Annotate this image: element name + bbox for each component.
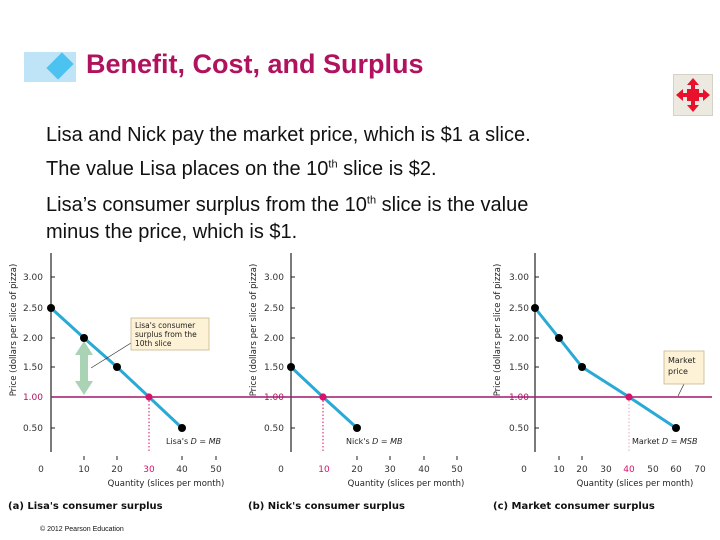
svg-text:30: 30 — [600, 465, 612, 475]
svg-text:Market: Market — [668, 356, 696, 365]
move-button[interactable] — [673, 74, 713, 116]
svg-text:0: 0 — [278, 465, 284, 475]
svg-text:20: 20 — [111, 465, 123, 475]
svg-text:20: 20 — [351, 465, 363, 475]
svg-text:20: 20 — [576, 465, 588, 475]
svg-text:1.50: 1.50 — [264, 363, 284, 373]
svg-text:10th slice: 10th slice — [135, 339, 172, 348]
panel-a-lisa: Price (dollars per slice of pizza) 3.00 … — [9, 253, 240, 489]
svg-text:30: 30 — [143, 465, 155, 475]
svg-text:40: 40 — [623, 465, 635, 475]
svg-text:3.00: 3.00 — [264, 273, 284, 283]
bullet-3: Lisa’s consumer surplus from the 10th sl… — [46, 194, 529, 216]
move-arrows-icon — [676, 78, 710, 112]
bullet-1: Lisa and Nick pay the market price, whic… — [46, 124, 531, 146]
svg-text:Lisa's consumer: Lisa's consumer — [135, 321, 196, 330]
bullet-3-cont: minus the price, which is $1. — [46, 221, 298, 243]
svg-text:0: 0 — [521, 465, 527, 475]
svg-text:50: 50 — [451, 465, 463, 475]
svg-text:Market D = MSB: Market D = MSB — [632, 437, 697, 446]
svg-text:1.00: 1.00 — [509, 393, 529, 403]
svg-text:2.50: 2.50 — [264, 304, 284, 314]
svg-text:2.50: 2.50 — [23, 304, 43, 314]
panel-c-market: Price (dollars per slice of pizza) 3.00 … — [487, 253, 712, 489]
svg-text:3.00: 3.00 — [23, 273, 43, 283]
svg-text:40: 40 — [418, 465, 430, 475]
svg-text:price: price — [668, 367, 688, 376]
svg-text:40: 40 — [176, 465, 188, 475]
svg-text:1.00: 1.00 — [264, 393, 284, 403]
svg-text:10: 10 — [553, 465, 565, 475]
svg-text:2.50: 2.50 — [509, 304, 529, 314]
svg-text:1.00: 1.00 — [23, 393, 43, 403]
panel-a-caption: (a) Lisa's consumer surplus — [8, 501, 163, 512]
svg-text:0: 0 — [38, 465, 44, 475]
svg-text:2.00: 2.00 — [23, 334, 43, 344]
svg-text:50: 50 — [210, 465, 222, 475]
svg-text:1.50: 1.50 — [23, 363, 43, 373]
svg-text:60: 60 — [670, 465, 682, 475]
svg-text:2.00: 2.00 — [509, 334, 529, 344]
svg-text:Price (dollars per slice of pi: Price (dollars per slice of pizza) — [493, 264, 503, 397]
svg-text:Quantity (slices per month): Quantity (slices per month) — [577, 479, 694, 489]
svg-text:Price (dollars per slice of pi: Price (dollars per slice of pizza) — [9, 264, 19, 397]
svg-text:0.50: 0.50 — [264, 424, 284, 434]
svg-text:Lisa's D = MB: Lisa's D = MB — [166, 437, 221, 446]
svg-text:Quantity (slices per month): Quantity (slices per month) — [348, 479, 465, 489]
svg-text:Quantity (slices per month): Quantity (slices per month) — [108, 479, 225, 489]
svg-text:0.50: 0.50 — [509, 424, 529, 434]
svg-text:70: 70 — [694, 465, 706, 475]
svg-text:50: 50 — [647, 465, 659, 475]
svg-text:1.50: 1.50 — [509, 363, 529, 373]
panel-c-caption: (c) Market consumer surplus — [493, 501, 655, 512]
svg-text:0.50: 0.50 — [23, 424, 43, 434]
svg-text:30: 30 — [384, 465, 396, 475]
panel-b-nick: Price (dollars per slice of pizza) 3.00 … — [240, 253, 487, 489]
consumer-surplus-charts: Price (dollars per slice of pizza) 3.00 … — [9, 253, 712, 489]
panel-b-caption: (b) Nick's consumer surplus — [248, 501, 405, 512]
svg-text:surplus from the: surplus from the — [135, 330, 197, 339]
svg-text:10: 10 — [78, 465, 90, 475]
svg-text:Nick's D = MB: Nick's D = MB — [346, 437, 403, 446]
svg-text:10: 10 — [318, 465, 330, 475]
svg-text:Price (dollars per slice of pi: Price (dollars per slice of pizza) — [249, 264, 259, 397]
copyright-notice: © 2012 Pearson Education — [40, 526, 124, 533]
svg-text:2.00: 2.00 — [264, 334, 284, 344]
bullet-2: The value Lisa places on the 10th slice … — [46, 158, 437, 180]
slide-title: Benefit, Cost, and Surplus — [86, 49, 424, 79]
svg-text:3.00: 3.00 — [509, 273, 529, 283]
